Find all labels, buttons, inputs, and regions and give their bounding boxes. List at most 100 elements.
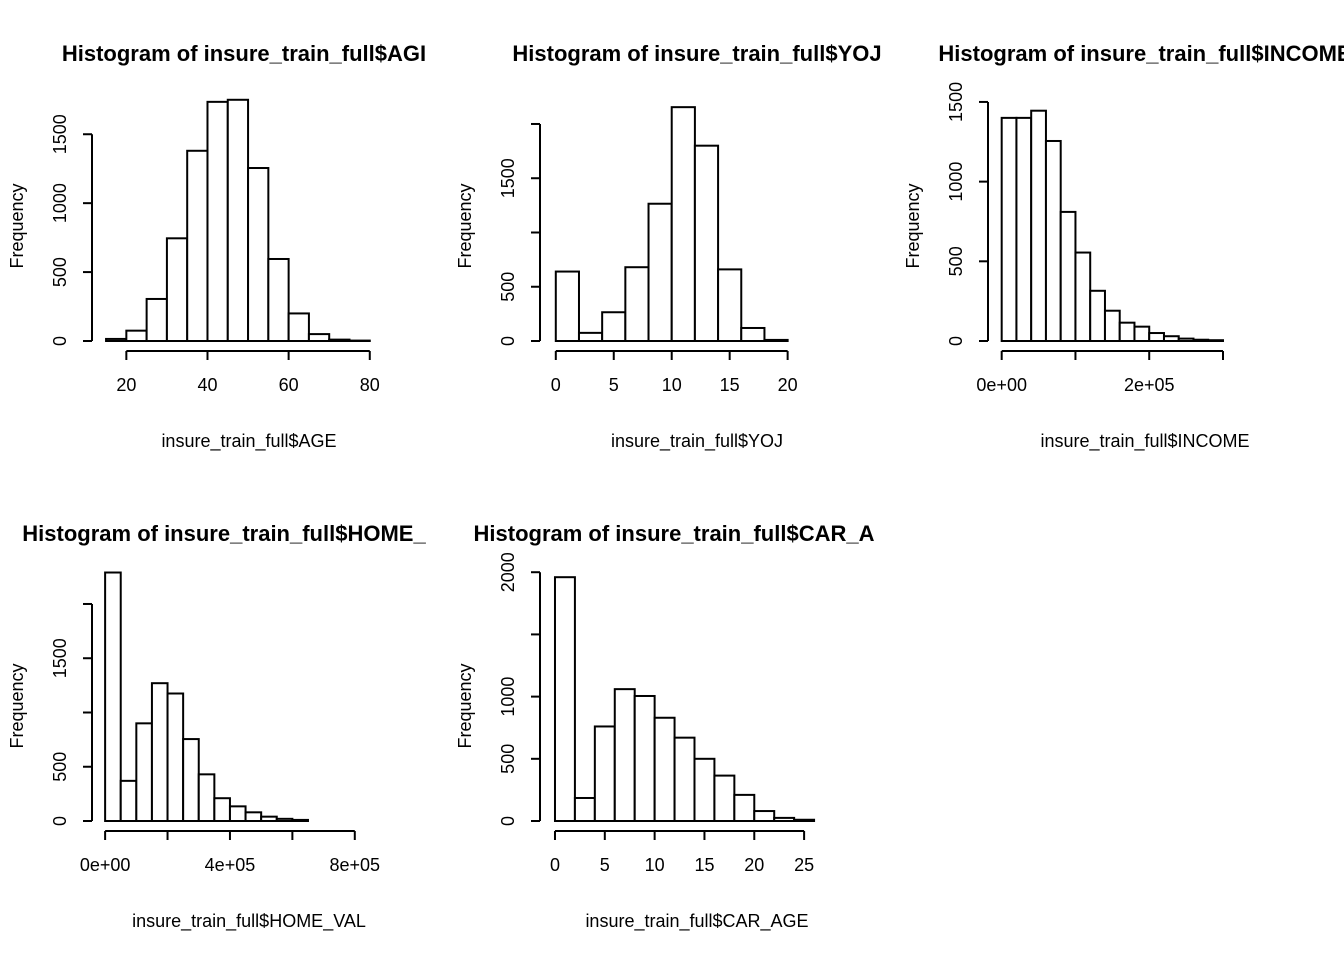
x-tick-label: 0e+00 <box>976 375 1027 395</box>
histogram-bar <box>673 736 696 822</box>
x-tick-label: 5 <box>600 855 610 875</box>
histogram-bar <box>135 722 153 823</box>
x-axis-title: insure_train_full$AGE <box>161 431 336 452</box>
y-tick-label: 0 <box>50 336 70 346</box>
histogram-bar <box>1000 116 1018 342</box>
histogram-bar <box>593 725 616 823</box>
y-tick-label: 1000 <box>50 183 70 223</box>
y-tick-label: 0 <box>946 336 966 346</box>
x-tick-label: 80 <box>360 375 380 395</box>
histogram-panel-car-age: Histogram of insure_train_full$CAR_A 0 5 1… <box>455 521 875 932</box>
histogram-bar <box>1044 139 1062 342</box>
histogram-bar <box>601 311 627 343</box>
x-tick-label: 5 <box>609 375 619 395</box>
histogram-bar <box>267 257 290 342</box>
x-axis-title: insure_train_full$CAR_AGE <box>585 911 808 932</box>
histogram-bar <box>647 202 673 342</box>
histogram-bar <box>1074 251 1092 342</box>
histogram-bar <box>670 106 696 342</box>
x-tick-label: 20 <box>778 375 798 395</box>
x-tick-label: 60 <box>279 375 299 395</box>
histogram-bar <box>328 338 351 342</box>
histogram-bar <box>1118 321 1136 342</box>
x-tick-label: 0 <box>550 855 560 875</box>
histogram-bar <box>105 337 128 343</box>
histogram-bar <box>186 149 209 342</box>
histogram-bar <box>693 144 720 342</box>
y-tick-label: 500 <box>50 752 70 782</box>
y-tick-label: 500 <box>498 272 518 302</box>
chart-title: Histogram of insure_train_full$CAR_A <box>474 521 875 546</box>
histogram-bar <box>713 774 736 822</box>
histogram-bar <box>206 100 229 342</box>
histogram-bar <box>633 694 656 822</box>
y-tick-label: 1500 <box>50 638 70 678</box>
histogram-panel-age: Histogram of insure_train_full$AGI 20 40 6… <box>7 41 426 452</box>
histogram-bar <box>275 817 294 822</box>
x-axis-title: insure_train_full$HOME_VAL <box>132 911 366 932</box>
histogram-bar <box>763 338 789 342</box>
histogram-bar <box>165 237 189 342</box>
histogram-bar <box>1192 338 1210 343</box>
histogram-bar <box>1207 339 1224 342</box>
y-tick-label: 500 <box>498 744 518 774</box>
histogram-bar <box>307 333 331 342</box>
histogram-panel-income: Histogram of insure_train_full$INCOME 0e… <box>903 41 1344 452</box>
chart-title: Histogram of insure_train_full$AGI <box>62 41 426 66</box>
x-tick-label: 10 <box>662 375 682 395</box>
chart-title: Histogram of insure_train_full$HOME_ <box>22 521 426 546</box>
histogram-bar <box>553 576 576 822</box>
x-tick-label: 20 <box>116 375 136 395</box>
histogram-bar <box>1177 337 1195 342</box>
histogram-bar <box>1059 210 1077 342</box>
histogram-bar <box>247 167 270 342</box>
x-tick-label: 20 <box>744 855 764 875</box>
histogram-bar <box>613 688 636 823</box>
x-axis-title: insure_train_full$INCOME <box>1040 431 1249 452</box>
histogram-bar <box>166 692 185 822</box>
histogram-bar <box>554 270 580 342</box>
histogram-bar <box>653 716 676 823</box>
histogram-bar <box>104 571 122 822</box>
chart-title: Histogram of insure_train_full$YOJ <box>512 41 881 66</box>
histogram-bar <box>740 326 766 343</box>
histogram-bar <box>145 297 168 343</box>
histogram-bar <box>1030 109 1047 342</box>
histogram-panel-yoj: Histogram of insure_train_full$YOJ 0 5 10 1… <box>455 41 882 452</box>
y-tick-label: 500 <box>946 246 966 276</box>
histogram-panel-home-val: Histogram of insure_train_full$HOME_ 0e+… <box>7 521 426 932</box>
histogram-bar <box>197 773 216 823</box>
histogram-bar <box>1162 335 1180 342</box>
histogram-bar <box>228 805 247 823</box>
histogram-bar <box>573 796 596 822</box>
y-axis-title: Frequency <box>455 183 475 268</box>
histogram-bar <box>1148 332 1165 342</box>
y-tick-label: 1500 <box>946 82 966 122</box>
y-axis-title: Frequency <box>903 183 923 268</box>
histogram-bar <box>793 818 816 823</box>
y-tick-label: 1500 <box>50 114 70 154</box>
y-tick-label: 0 <box>50 816 70 826</box>
histogram-bar <box>693 757 716 822</box>
histogram-bar <box>624 266 650 342</box>
x-tick-label: 0e+00 <box>80 855 131 875</box>
y-tick-label: 500 <box>50 257 70 287</box>
y-tick-label: 1500 <box>498 158 518 198</box>
x-tick-label: 25 <box>794 855 814 875</box>
histogram-bar <box>1015 116 1033 342</box>
x-axis-title: insure_train_full$YOJ <box>611 431 783 452</box>
chart-title: Histogram of insure_train_full$INCOME <box>938 41 1344 66</box>
histogram-bar <box>287 312 310 343</box>
y-tick-label: 0 <box>498 336 518 346</box>
histogram-bar <box>244 811 263 823</box>
histogram-bar <box>773 816 796 823</box>
y-tick-label: 1000 <box>498 677 518 717</box>
x-tick-label: 4e+05 <box>205 855 256 875</box>
histogram-bar <box>1133 325 1151 342</box>
x-tick-label: 0 <box>551 375 561 395</box>
x-tick-label: 2e+05 <box>1124 375 1175 395</box>
histogram-bar <box>119 779 138 823</box>
y-tick-label: 0 <box>498 816 518 826</box>
histogram-bar <box>753 810 776 822</box>
